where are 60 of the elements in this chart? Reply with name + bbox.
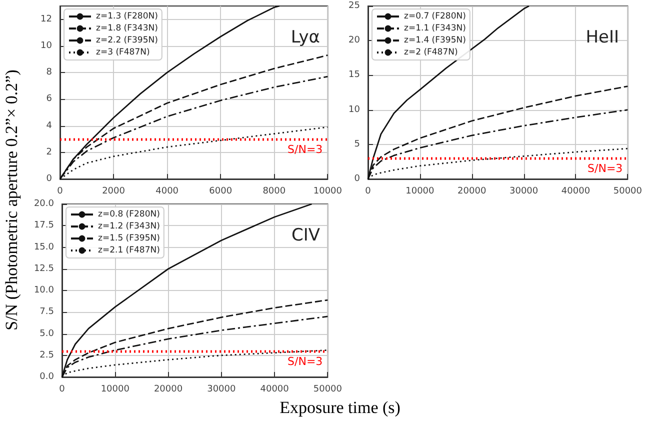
y-axis-title: S/N (Photometric aperture 0.2”× 0.2”) [2, 70, 22, 330]
legend-label: z=2.1 (F487N) [98, 246, 160, 256]
y-tick-label: 10 [40, 40, 52, 51]
text: HeII [586, 28, 620, 48]
x-tick-label: 6000 [209, 186, 232, 196]
y-tick-label: 0.0 [40, 372, 54, 382]
x-tick-label: 8000 [262, 186, 286, 196]
x-tick-label: 10000 [406, 186, 435, 196]
y-tick-label: 20.0 [34, 199, 54, 209]
y-tick-label: 5.0 [40, 328, 54, 339]
ref-line-label: S/N=3 [288, 143, 323, 156]
x-tick-label: 30000 [509, 186, 538, 196]
y-tick-label: 20 [348, 36, 360, 46]
x-tick-label: 40000 [561, 186, 590, 196]
legend-label: z=1.2 (F343N) [98, 222, 160, 232]
ref-line-label: S/N=3 [588, 162, 623, 176]
y-tick-label: 2 [46, 147, 52, 158]
y-tick-label: 0 [354, 174, 360, 184]
legend-label: z=0.7 (F280N) [404, 12, 466, 22]
y-tick-label: 12 [40, 14, 52, 24]
x-tick-label: 2000 [102, 186, 126, 196]
x-tick-label: 0 [59, 384, 66, 394]
x-tick-label: 4000 [156, 186, 179, 196]
x-tick-label: 0 [57, 186, 64, 196]
y-tick-label: 10.0 [34, 286, 54, 296]
ref-line-label: S/N=3 [288, 355, 323, 368]
x-tick-label: 50000 [613, 186, 642, 196]
text: Lyα [290, 28, 320, 48]
x-tick-label: 10000 [313, 186, 342, 196]
legend-label: z=0.8 (F280N) [98, 210, 160, 220]
y-tick-label: 15 [348, 70, 360, 80]
y-tick-label: 5 [354, 139, 360, 150]
legend-label: z=2 (F487N) [404, 48, 458, 58]
legend-label: z=2.2 (F395N) [96, 36, 158, 46]
text: CIV [291, 226, 320, 246]
legend-label: z=3 (F487N) [96, 48, 150, 58]
y-tick-label: 0 [46, 174, 52, 184]
y-tick-label: 10 [348, 104, 360, 115]
x-tick-label: 0 [365, 186, 372, 196]
legend-label: z=1.1 (F343N) [404, 24, 466, 34]
legend-label: z=1.5 (F395N) [98, 234, 160, 244]
x-tick-label: 50000 [313, 384, 342, 394]
legend-label: z=1.3 (F280N) [96, 12, 158, 22]
x-tick-label: 10000 [100, 384, 130, 394]
y-tick-label: 12.5 [34, 264, 54, 274]
y-tick-label: 8 [46, 68, 52, 78]
x-axis-title: Exposure time (s) [280, 398, 400, 418]
y-tick-label: 4 [46, 120, 52, 131]
x-tick-label: 40000 [260, 384, 290, 394]
x-tick-label: 30000 [207, 384, 236, 394]
legend-label: z=1.4 (F395N) [404, 36, 466, 46]
y-tick-label: 6 [46, 94, 52, 104]
y-tick-label: 2.5 [40, 350, 54, 360]
legend-label: z=1.8 (F343N) [96, 24, 158, 34]
y-tick-label: 15.0 [34, 242, 54, 252]
y-tick-label: 25 [348, 1, 360, 11]
y-tick-label: 17.5 [34, 220, 54, 231]
x-tick-label: 20000 [154, 384, 183, 394]
y-tick-label: 7.5 [40, 307, 54, 318]
x-tick-label: 20000 [458, 186, 486, 196]
